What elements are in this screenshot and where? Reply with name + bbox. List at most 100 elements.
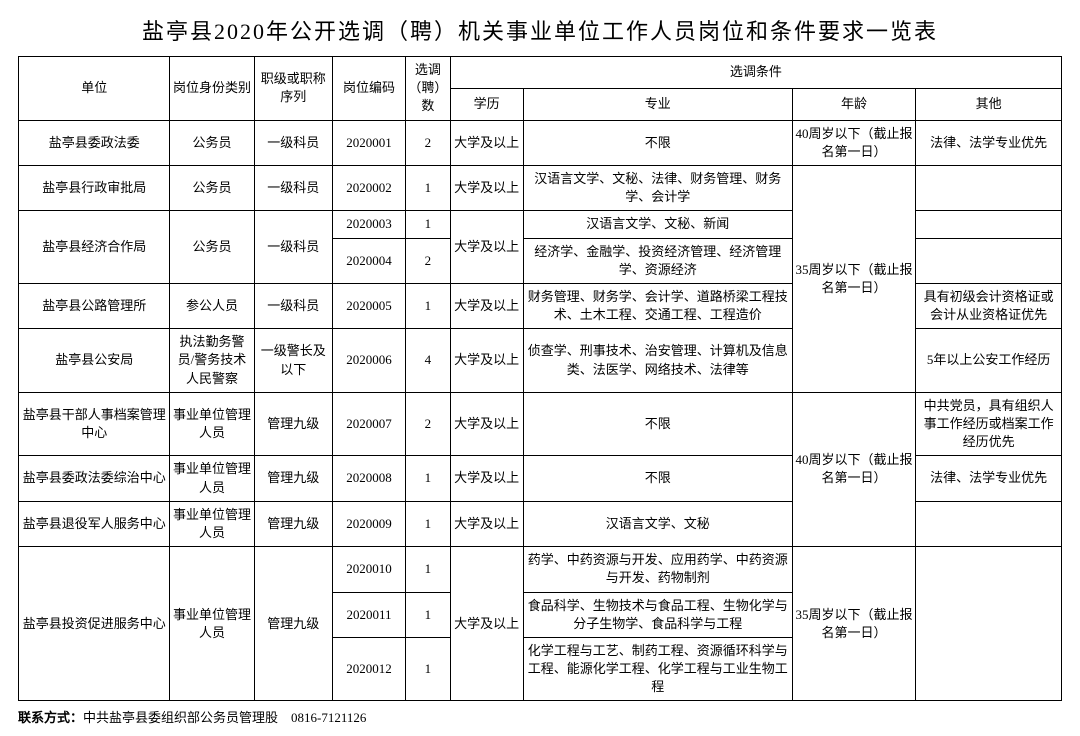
cell-count: 1 bbox=[405, 547, 450, 592]
cell-rank: 管理九级 bbox=[254, 456, 333, 501]
cell-code: 2020010 bbox=[333, 547, 406, 592]
cell-other: 具有初级会计资格证或会计从业资格证优先 bbox=[916, 283, 1062, 328]
cell-count: 1 bbox=[405, 592, 450, 637]
cell-major: 汉语言文学、文秘、新闻 bbox=[523, 211, 792, 238]
cell-age: 40周岁以下（截止报名第一日） bbox=[792, 120, 915, 165]
col-edu: 学历 bbox=[450, 88, 523, 120]
cell-major: 不限 bbox=[523, 456, 792, 501]
cell-major: 侦查学、刑事技术、治安管理、计算机及信息类、法医学、网络技术、法律等 bbox=[523, 329, 792, 393]
cell-major: 汉语言文学、文秘、法律、财务管理、财务学、会计学 bbox=[523, 165, 792, 210]
cell-code: 2020001 bbox=[333, 120, 406, 165]
cell-code: 2020009 bbox=[333, 501, 406, 546]
table-row: 盐亭县委政法委 公务员 一级科员 2020001 2 大学及以上 不限 40周岁… bbox=[19, 120, 1062, 165]
cell-count: 1 bbox=[405, 637, 450, 701]
cell-edu: 大学及以上 bbox=[450, 456, 523, 501]
cell-code: 2020004 bbox=[333, 238, 406, 283]
cell-edu: 大学及以上 bbox=[450, 211, 523, 284]
cell-other bbox=[916, 547, 1062, 701]
cell-code: 2020006 bbox=[333, 329, 406, 393]
cell-code: 2020011 bbox=[333, 592, 406, 637]
cell-major: 药学、中药资源与开发、应用药学、中药资源与开发、药物制剂 bbox=[523, 547, 792, 592]
cell-rank: 管理九级 bbox=[254, 547, 333, 701]
cell-code: 2020008 bbox=[333, 456, 406, 501]
cell-other bbox=[916, 238, 1062, 283]
cell-count: 2 bbox=[405, 392, 450, 456]
cell-count: 1 bbox=[405, 211, 450, 238]
cell-other: 法律、法学专业优先 bbox=[916, 120, 1062, 165]
cell-edu: 大学及以上 bbox=[450, 547, 523, 701]
col-rank: 职级或职称序列 bbox=[254, 57, 333, 121]
positions-table: 单位 岗位身份类别 职级或职称序列 岗位编码 选调（聘）数 选调条件 学历 专业… bbox=[18, 56, 1062, 701]
cell-other: 中共党员，具有组织人事工作经历或档案工作经历优先 bbox=[916, 392, 1062, 456]
cell-unit: 盐亭县干部人事档案管理中心 bbox=[19, 392, 170, 456]
cell-idtype: 事业单位管理人员 bbox=[170, 456, 254, 501]
page-title: 盐亭县2020年公开选调（聘）机关事业单位工作人员岗位和条件要求一览表 bbox=[18, 14, 1062, 46]
cell-other bbox=[916, 165, 1062, 210]
cell-major: 汉语言文学、文秘 bbox=[523, 501, 792, 546]
col-code: 岗位编码 bbox=[333, 57, 406, 121]
cell-idtype: 执法勤务警员/警务技术人民警察 bbox=[170, 329, 254, 393]
cell-idtype: 事业单位管理人员 bbox=[170, 501, 254, 546]
cell-idtype: 参公人员 bbox=[170, 283, 254, 328]
col-idtype: 岗位身份类别 bbox=[170, 57, 254, 121]
cell-unit: 盐亭县行政审批局 bbox=[19, 165, 170, 210]
cell-rank: 一级警长及以下 bbox=[254, 329, 333, 393]
cell-count: 1 bbox=[405, 501, 450, 546]
cell-code: 2020012 bbox=[333, 637, 406, 701]
cell-age: 40周岁以下（截止报名第一日） bbox=[792, 392, 915, 546]
cell-other bbox=[916, 501, 1062, 546]
col-unit: 单位 bbox=[19, 57, 170, 121]
cell-edu: 大学及以上 bbox=[450, 165, 523, 210]
cell-major: 食品科学、生物技术与食品工程、生物化学与分子生物学、食品科学与工程 bbox=[523, 592, 792, 637]
col-count: 选调（聘）数 bbox=[405, 57, 450, 121]
cell-unit: 盐亭县投资促进服务中心 bbox=[19, 547, 170, 701]
contact-label: 联系方式： bbox=[18, 710, 83, 725]
cell-other bbox=[916, 211, 1062, 238]
cell-count: 4 bbox=[405, 329, 450, 393]
cell-major: 不限 bbox=[523, 120, 792, 165]
cell-edu: 大学及以上 bbox=[450, 501, 523, 546]
cell-edu: 大学及以上 bbox=[450, 120, 523, 165]
cell-count: 1 bbox=[405, 456, 450, 501]
cell-unit: 盐亭县退役军人服务中心 bbox=[19, 501, 170, 546]
cell-rank: 一级科员 bbox=[254, 211, 333, 284]
cell-major: 不限 bbox=[523, 392, 792, 456]
col-age: 年龄 bbox=[792, 88, 915, 120]
cell-rank: 一级科员 bbox=[254, 120, 333, 165]
cell-code: 2020003 bbox=[333, 211, 406, 238]
cell-unit: 盐亭县委政法委综治中心 bbox=[19, 456, 170, 501]
cell-count: 1 bbox=[405, 283, 450, 328]
cell-rank: 一级科员 bbox=[254, 283, 333, 328]
cell-age: 35周岁以下（截止报名第一日） bbox=[792, 547, 915, 701]
cell-code: 2020007 bbox=[333, 392, 406, 456]
cell-edu: 大学及以上 bbox=[450, 392, 523, 456]
col-other: 其他 bbox=[916, 88, 1062, 120]
cell-idtype: 事业单位管理人员 bbox=[170, 547, 254, 701]
cell-code: 2020002 bbox=[333, 165, 406, 210]
cell-unit: 盐亭县公路管理所 bbox=[19, 283, 170, 328]
cell-major: 经济学、金融学、投资经济管理、经济管理学、资源经济 bbox=[523, 238, 792, 283]
contact-text: 中共盐亭县委组织部公务员管理股 0816-7121126 bbox=[83, 710, 366, 725]
table-row: 盐亭县干部人事档案管理中心 事业单位管理人员 管理九级 2020007 2 大学… bbox=[19, 392, 1062, 456]
cell-unit: 盐亭县委政法委 bbox=[19, 120, 170, 165]
cell-unit: 盐亭县公安局 bbox=[19, 329, 170, 393]
cell-idtype: 公务员 bbox=[170, 165, 254, 210]
cell-code: 2020005 bbox=[333, 283, 406, 328]
cell-edu: 大学及以上 bbox=[450, 329, 523, 393]
col-cond: 选调条件 bbox=[450, 57, 1061, 89]
cell-rank: 管理九级 bbox=[254, 392, 333, 456]
cell-rank: 一级科员 bbox=[254, 165, 333, 210]
contact-line: 联系方式：中共盐亭县委组织部公务员管理股 0816-7121126 bbox=[18, 707, 1062, 726]
cell-idtype: 事业单位管理人员 bbox=[170, 392, 254, 456]
cell-other: 法律、法学专业优先 bbox=[916, 456, 1062, 501]
cell-rank: 管理九级 bbox=[254, 501, 333, 546]
cell-idtype: 公务员 bbox=[170, 211, 254, 284]
cell-count: 1 bbox=[405, 165, 450, 210]
col-major: 专业 bbox=[523, 88, 792, 120]
cell-other: 5年以上公安工作经历 bbox=[916, 329, 1062, 393]
cell-unit: 盐亭县经济合作局 bbox=[19, 211, 170, 284]
cell-idtype: 公务员 bbox=[170, 120, 254, 165]
cell-age: 35周岁以下（截止报名第一日） bbox=[792, 165, 915, 392]
cell-edu: 大学及以上 bbox=[450, 283, 523, 328]
header-row-1: 单位 岗位身份类别 职级或职称序列 岗位编码 选调（聘）数 选调条件 bbox=[19, 57, 1062, 89]
